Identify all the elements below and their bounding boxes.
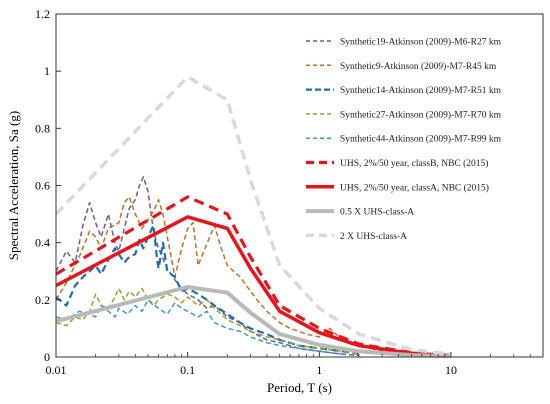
y-tick-label: 0.4 [35, 236, 50, 250]
y-tick-label: 1 [44, 64, 50, 78]
y-tick-label: 0.8 [35, 121, 50, 135]
y-tick-label: 1.2 [35, 7, 50, 21]
legend-label-9: 2 X UHS-class-A [340, 232, 407, 242]
series-line-4 [55, 287, 360, 355]
series-line-2 [55, 196, 399, 355]
series-line-8 [55, 285, 452, 359]
series-layer [54, 75, 452, 359]
legend-label-1: Synthetic19-Atkinson (2009)-M6-R27 km [340, 37, 502, 48]
y-axis-label: Spectral Acceleration, Sa (g) [6, 111, 21, 260]
legend-label-2: Synthetic9-Atkinson (2009)-M7-R45 km [340, 61, 497, 72]
legend-label-4: Synthetic27-Atkinson (2009)-M7-R70 km [340, 109, 502, 120]
x-tick-label: 10 [445, 363, 457, 377]
series-line-1 [55, 176, 359, 357]
x-tick-label: 1 [316, 363, 322, 377]
ticks-layer: 0.01 0.1 1 10 0 0.2 0.4 0.6 0.8 1 1.2 [35, 7, 531, 377]
legend-label-5: Synthetic44-Atkinson (2009)-M7-R99 km [340, 134, 502, 145]
y-tick-label: 0 [44, 350, 50, 364]
legend-label-8: 0.5 X UHS-class-A [340, 208, 414, 218]
y-tick-label: 0.6 [35, 179, 50, 193]
series-line-9 [54, 75, 452, 356]
x-tick-label: 0.1 [180, 363, 195, 377]
y-tick-label: 0.2 [35, 293, 50, 307]
series-line-6 [55, 195, 452, 357]
x-tick-label: 0.01 [46, 363, 67, 377]
legend-label-3: Synthetic14-Atkinson (2009)-M7-R51 km [340, 85, 502, 96]
x-axis-label: Period, T (s) [267, 380, 332, 395]
series-line-3 [55, 224, 360, 356]
legend: Synthetic19-Atkinson (2009)-M6-R27 km Syn… [306, 37, 502, 242]
legend-label-6: UHS, 2%/50 year, classB, NBC (2015) [340, 158, 488, 169]
legend-label-7: UHS, 2%/50 year, classA, NBC (2015) [340, 182, 489, 193]
series-line-7 [55, 215, 452, 358]
